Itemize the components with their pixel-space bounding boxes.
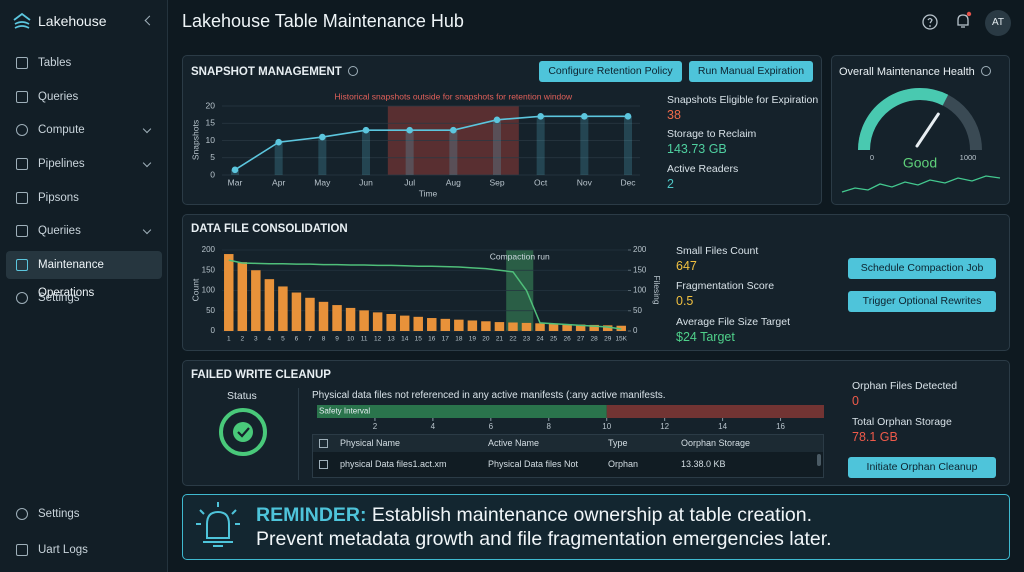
nav-item[interactable]: Maintenance Operations bbox=[6, 251, 162, 299]
stat-label: Fragmentation Score bbox=[676, 280, 775, 292]
nav-item[interactable]: Compute bbox=[6, 116, 162, 144]
stat-value: 143.73 GB bbox=[667, 142, 727, 156]
checkbox[interactable] bbox=[319, 439, 328, 448]
stat-label: Total Orphan Storage bbox=[852, 416, 952, 428]
reminder-line: REMINDER: Establish maintenance ownershi… bbox=[256, 504, 812, 527]
stat-value: 647 bbox=[676, 259, 697, 273]
button[interactable]: Configure Retention Policy bbox=[539, 61, 682, 82]
panel-title-text: Overall Maintenance Health bbox=[839, 66, 975, 78]
table-header bbox=[313, 435, 823, 452]
stat-label: Orphan Files Detected bbox=[852, 380, 958, 392]
reminder-text: Prevent metadata growth and file fragmen… bbox=[256, 528, 832, 550]
help-icon[interactable] bbox=[920, 12, 940, 32]
table-cell: Orphan bbox=[608, 459, 639, 469]
reminder-text: Establish maintenance ownership at table… bbox=[371, 504, 813, 526]
button[interactable]: Run Manual Expiration bbox=[689, 61, 813, 82]
reminder-lead: REMINDER: bbox=[256, 504, 367, 526]
stat-value: 38 bbox=[667, 108, 681, 122]
nav-item[interactable]: Tables bbox=[6, 49, 162, 77]
nav-label: Uart Logs bbox=[38, 544, 88, 556]
table-cell: Physical Data files Not bbox=[488, 459, 579, 469]
panel-title: Overall Maintenance Health bbox=[839, 66, 991, 78]
collapse-button[interactable] bbox=[144, 15, 155, 26]
page-title: Lakehouse Table Maintenance Hub bbox=[182, 11, 464, 31]
reminder-panel bbox=[182, 494, 1010, 560]
table-cell: physical Data files1.act.xm bbox=[340, 459, 447, 469]
stat-label: Storage to Reclaim bbox=[667, 128, 757, 140]
brand: Lakehouse bbox=[38, 13, 107, 29]
checkbox[interactable] bbox=[319, 460, 328, 469]
nav-label: Queries bbox=[38, 91, 79, 103]
status-label: Status bbox=[227, 390, 257, 402]
panel-title-text: SNAPSHOT MANAGEMENT bbox=[191, 66, 342, 78]
notification-icon[interactable] bbox=[952, 10, 974, 32]
table-cell: 13.38.0 KB bbox=[681, 459, 726, 469]
brand-logo bbox=[13, 12, 31, 29]
stat-value: $24 Target bbox=[676, 330, 735, 344]
nav-label: Tables bbox=[38, 57, 72, 69]
stat-value: 78.1 GB bbox=[852, 430, 898, 444]
panel-title: FAILED WRITE CLEANUP bbox=[191, 369, 331, 381]
sidebar: Lakehouse Tables Queries Compute Pipelin… bbox=[0, 0, 168, 572]
column-header: Oorphan Storage bbox=[681, 438, 751, 448]
column-header: Physical Name bbox=[340, 438, 401, 448]
nav-item[interactable]: Settings bbox=[6, 284, 162, 312]
nav-item[interactable]: Settings bbox=[6, 500, 162, 528]
nav-label: Maintenance Operations bbox=[38, 259, 104, 299]
stat-label: Small Files Count bbox=[676, 245, 759, 257]
panel-title: DATA FILE CONSOLIDATION bbox=[191, 223, 348, 235]
nav-label: Queriies bbox=[38, 225, 81, 237]
nav-label: Pipsons bbox=[38, 192, 79, 204]
column-header: Active Name bbox=[488, 438, 540, 448]
description: Physical data files not referenced in an… bbox=[312, 390, 666, 401]
panel-title: SNAPSHOT MANAGEMENT bbox=[191, 66, 358, 78]
nav-item[interactable]: Pipsons bbox=[6, 184, 162, 212]
nav-item[interactable]: Uart Logs bbox=[6, 536, 162, 564]
nav-item[interactable]: Pipelines bbox=[6, 150, 162, 178]
button[interactable]: Trigger Optional Rewrites bbox=[848, 291, 996, 312]
nav-item[interactable]: Queriies bbox=[6, 217, 162, 245]
stat-value: 0.5 bbox=[676, 294, 694, 308]
stat-value: 2 bbox=[667, 177, 674, 191]
stat-label: Active Readers bbox=[667, 163, 739, 175]
scrollbar[interactable] bbox=[817, 454, 821, 466]
stat-label: Snapshots Eligible for Expiration bbox=[667, 94, 819, 106]
nav-label: Settings bbox=[38, 508, 80, 520]
divider bbox=[298, 388, 299, 480]
nav-item[interactable]: Queries bbox=[6, 83, 162, 111]
stat-value: 0 bbox=[852, 394, 859, 408]
nav-label: Compute bbox=[38, 124, 85, 136]
nav-label: Pipelines bbox=[38, 158, 85, 170]
avatar[interactable]: AT bbox=[985, 10, 1011, 36]
column-header: Type bbox=[608, 438, 628, 448]
button[interactable]: Initiate Orphan Cleanup bbox=[848, 457, 996, 478]
nav-label: Settings bbox=[38, 292, 80, 304]
button[interactable]: Schedule Compaction Job bbox=[848, 258, 996, 279]
stat-label: Average File Size Target bbox=[676, 316, 791, 328]
